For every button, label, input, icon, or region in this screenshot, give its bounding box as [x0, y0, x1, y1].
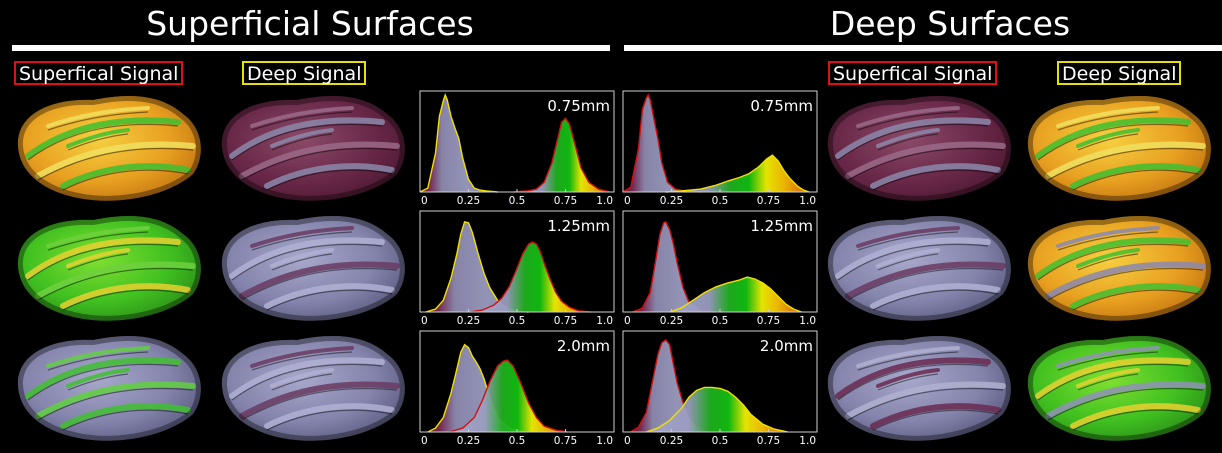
- series-area-1: [632, 221, 715, 312]
- x-tick-label: 0: [421, 195, 428, 207]
- series-outline-2: [513, 117, 611, 193]
- x-tick-label: 0.75: [757, 195, 780, 207]
- x-tick-label: 0.75: [757, 315, 780, 327]
- x-tick-label: 0.5: [509, 435, 526, 447]
- histogram-superficial-1_25mm: 1.25mm 0 0.25 0.5 0.75 1.0: [418, 209, 616, 327]
- histogram-svg: 2.0mm 0 0.25 0.5 0.75 1.0: [419, 330, 615, 447]
- x-tick-label: 1.0: [596, 195, 613, 207]
- x-tick-label: 0: [421, 435, 428, 447]
- x-tick-label: 1.0: [799, 315, 816, 327]
- histogram-deep-0_75mm: 0.75mm 0 0.25 0.5 0.75 1.0: [621, 89, 819, 207]
- x-tick-label: 1.0: [799, 195, 816, 207]
- histogram-svg: 1.25mm 0 0.25 0.5 0.75 1.0: [419, 210, 615, 327]
- series-area-1: [420, 95, 498, 192]
- brain-surface-left-deep-2: [212, 206, 412, 324]
- x-tick-label: 0.5: [712, 315, 729, 327]
- right-deep-signal-label: Deep Signal: [1057, 61, 1182, 85]
- x-tick-label: 0.25: [660, 315, 683, 327]
- histogram-superficial-2_0mm: 2.0mm 0 0.25 0.5 0.75 1.0: [418, 329, 616, 447]
- x-tick-label: 0.5: [509, 195, 526, 207]
- series-area-1: [630, 339, 709, 432]
- x-tick-label: 1.0: [799, 435, 816, 447]
- brain-surface-left-superficial-2: [8, 206, 208, 324]
- series-outline-2: [665, 154, 810, 193]
- x-tick-label: 0.75: [757, 435, 780, 447]
- right-superficial-signal-label: Superfical Signal: [828, 61, 998, 85]
- brain-surface-right-superficial-1: [818, 86, 1018, 204]
- histogram-superficial-0_75mm: 0.75mm 0 0.25 0.5 0.75 1.0: [418, 89, 616, 207]
- x-tick-label: 0.5: [712, 195, 729, 207]
- series-area-2: [470, 242, 591, 312]
- deep-rule: [624, 45, 1222, 51]
- x-tick-label: 0: [421, 315, 428, 327]
- deep-surfaces-title: Deep Surfaces: [829, 4, 1071, 43]
- x-tick-label: 0.25: [457, 195, 480, 207]
- brain-surface-left-deep-1: [212, 86, 412, 204]
- brain-surface-right-superficial-2: [818, 206, 1018, 324]
- series-area-1: [425, 221, 529, 312]
- histogram-svg: 1.25mm 0 0.25 0.5 0.75 1.0: [622, 210, 818, 327]
- left-deep-signal-label: Deep Signal: [242, 61, 367, 85]
- series-area-2: [669, 277, 802, 312]
- resolution-label: 1.25mm: [547, 217, 610, 235]
- series-outline-2: [646, 386, 789, 433]
- series-outline-1: [622, 93, 701, 193]
- series-outline-1: [419, 92, 498, 193]
- series-area-2: [513, 118, 611, 192]
- x-tick-label: 0.25: [457, 435, 480, 447]
- resolution-label: 2.0mm: [760, 337, 813, 355]
- series-area-1: [427, 344, 525, 432]
- series-outline-1: [632, 220, 715, 313]
- resolution-label: 0.75mm: [547, 97, 610, 115]
- histogram-svg: 0.75mm 0 0.25 0.5 0.75 1.0: [622, 90, 818, 207]
- brain-surface-left-deep-3: [212, 326, 412, 444]
- x-tick-label: 0.5: [509, 315, 526, 327]
- histogram-svg: 2.0mm 0 0.25 0.5 0.75 1.0: [622, 330, 818, 447]
- series-area-1: [623, 95, 701, 192]
- brain-surface-right-deep-1: [1018, 86, 1218, 204]
- brain-surface-right-deep-3: [1018, 326, 1218, 444]
- brain-surface-left-superficial-1: [8, 86, 208, 204]
- x-tick-label: 0.25: [660, 435, 683, 447]
- left-superficial-signal-label: Superfical Signal: [14, 61, 184, 85]
- x-tick-label: 0.25: [660, 195, 683, 207]
- x-tick-label: 0.75: [554, 435, 577, 447]
- histogram-svg: 0.75mm 0 0.25 0.5 0.75 1.0: [419, 90, 615, 207]
- superficial-rule: [12, 45, 610, 51]
- resolution-label: 1.25mm: [750, 217, 813, 235]
- brain-surface-left-superficial-3: [8, 326, 208, 444]
- histogram-deep-1_25mm: 1.25mm 0 0.25 0.5 0.75 1.0: [621, 209, 819, 327]
- superficial-surfaces-title: Superficial Surfaces: [146, 4, 474, 43]
- x-tick-label: 0: [624, 435, 631, 447]
- histogram-deep-2_0mm: 2.0mm 0 0.25 0.5 0.75 1.0: [621, 329, 819, 447]
- x-tick-label: 0.25: [457, 315, 480, 327]
- series-outline-2: [448, 359, 568, 433]
- series-outline-2: [470, 241, 591, 313]
- resolution-label: 0.75mm: [750, 97, 813, 115]
- x-tick-label: 0.75: [554, 195, 577, 207]
- series-area-2: [665, 155, 810, 192]
- x-tick-label: 1.0: [596, 315, 613, 327]
- x-tick-label: 0: [624, 195, 631, 207]
- series-outline-2: [669, 276, 802, 313]
- x-tick-label: 0.75: [554, 315, 577, 327]
- x-tick-label: 0: [624, 315, 631, 327]
- brain-surface-right-deep-2: [1018, 206, 1218, 324]
- resolution-label: 2.0mm: [557, 337, 610, 355]
- series-area-2: [646, 387, 788, 432]
- series-area-2: [449, 360, 568, 432]
- x-tick-label: 0.5: [712, 435, 729, 447]
- x-tick-label: 1.0: [596, 435, 613, 447]
- brain-surface-right-superficial-3: [818, 326, 1018, 444]
